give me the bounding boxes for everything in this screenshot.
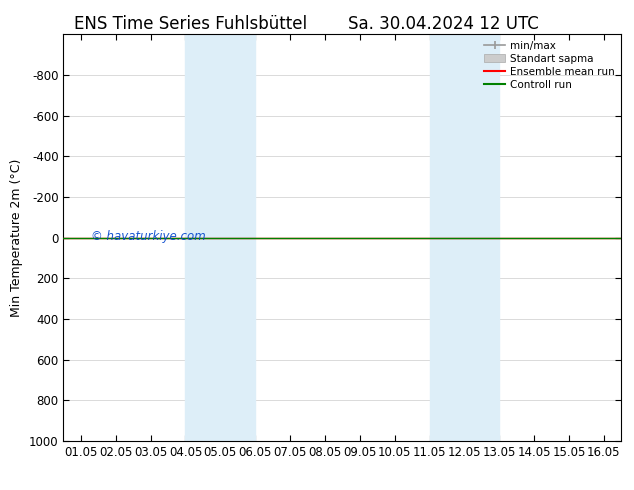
- Y-axis label: Min Temperature 2m (°C): Min Temperature 2m (°C): [10, 158, 23, 317]
- Text: © havaturkiye.com: © havaturkiye.com: [91, 230, 206, 243]
- Text: Sa. 30.04.2024 12 UTC: Sa. 30.04.2024 12 UTC: [349, 15, 539, 33]
- Legend: min/max, Standart sapma, Ensemble mean run, Controll run: min/max, Standart sapma, Ensemble mean r…: [480, 36, 619, 94]
- Text: ENS Time Series Fuhlsbüttel: ENS Time Series Fuhlsbüttel: [74, 15, 307, 33]
- Bar: [185, 34, 255, 441]
- Bar: [429, 34, 500, 441]
